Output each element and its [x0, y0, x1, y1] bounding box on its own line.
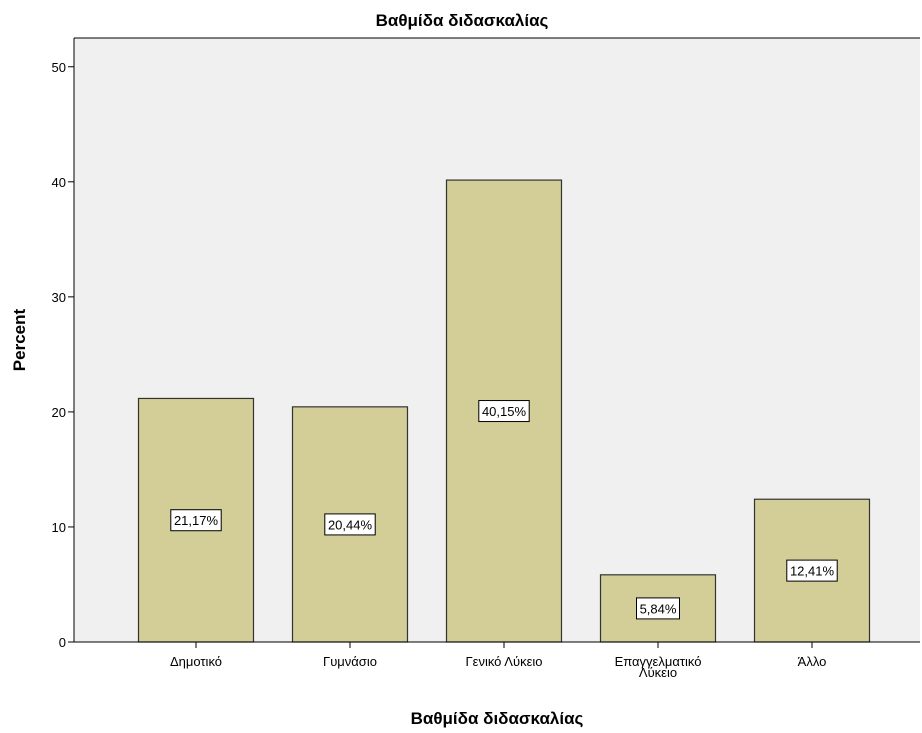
data-label-4: 12,41%: [790, 564, 835, 579]
x-tick-label-1: Γυμνάσιο: [323, 654, 377, 669]
y-axis-title: Percent: [10, 308, 29, 371]
x-axis: Δημοτικό Γυμνάσιο Γενικό Λύκειο Επαγγελματι…: [74, 641, 920, 680]
data-label-2: 40,15%: [482, 404, 527, 419]
x-tick-label-3: Επαγγελματικό: [615, 654, 702, 669]
x-tick-label-3-line2: Λύκειο: [639, 665, 677, 680]
data-labels-layer: 21,17% 20,44% 40,15% 5,84% 12,41%: [170, 400, 838, 620]
y-tick-label-5: 50: [52, 60, 66, 75]
x-axis-title: Βαθμίδα διδασκαλίας: [411, 709, 584, 728]
y-axis: 0 10 20 30 40 50: [52, 37, 920, 650]
x-tick-label-4: Άλλο: [798, 654, 827, 669]
chart-title: Βαθμίδα διδασκαλίας: [376, 11, 549, 30]
y-tick-label-0: 0: [59, 635, 66, 650]
y-tick-label-4: 40: [52, 175, 66, 190]
data-label-3: 5,84%: [640, 601, 677, 616]
data-label-box-3: [636, 597, 680, 620]
data-label-0: 21,17%: [174, 513, 219, 528]
data-label-box-4: [786, 559, 838, 582]
x-tick-label-0: Δημοτικό: [170, 654, 222, 669]
y-tick-label-2: 20: [52, 405, 66, 420]
data-label-box-2: [478, 400, 530, 423]
y-tick-label-1: 10: [52, 520, 66, 535]
data-label-box-1: [324, 513, 376, 536]
y-tick-label-3: 30: [52, 290, 66, 305]
x-tick-label-2: Γενικό Λύκειο: [465, 654, 542, 669]
data-label-box-0: [170, 509, 222, 532]
data-label-1: 20,44%: [328, 517, 373, 532]
